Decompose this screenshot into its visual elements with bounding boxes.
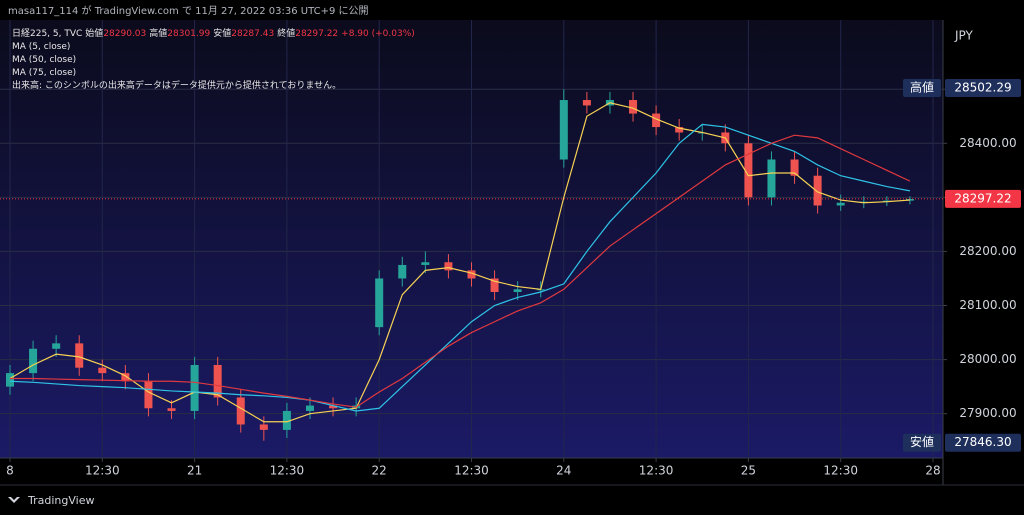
ma-line	[9, 123, 911, 412]
x-tick-label: 24	[556, 464, 571, 478]
price-tag	[945, 433, 1021, 452]
candle-body	[398, 264, 407, 279]
symbol-title: 日経225, 5, TVC	[12, 29, 83, 39]
candle-body	[767, 159, 776, 198]
legend: 日経225, 5, TVC 始値28290.03 高値28301.99 安値28287…	[12, 28, 418, 93]
x-tick-label: 22	[372, 464, 387, 478]
candle-body	[790, 159, 799, 176]
price-tag-label: 28297.22	[954, 191, 1011, 205]
legend-row: 出来高: このシンボルの出来高データはデータ提供元から提供されておりません。	[12, 80, 418, 93]
ohlc-value: 28290.03	[103, 29, 147, 39]
y-tick-label: 28400.00	[959, 136, 1016, 150]
x-tick-label: 8	[6, 464, 14, 478]
price-tag-label: 28502.29	[954, 80, 1011, 94]
y-tick-label: 28100.00	[959, 298, 1016, 312]
candle-body	[144, 381, 153, 409]
ohlc-value: 28297.22	[295, 29, 339, 39]
candle-body	[52, 343, 61, 349]
brand: TradingView	[27, 494, 94, 507]
candle-body	[421, 262, 430, 265]
candle-body	[236, 397, 245, 425]
volume-note: 出来高: このシンボルの出来高データはデータ提供元から提供されておりません。	[12, 81, 342, 91]
currency-label: JPY	[954, 29, 974, 43]
price-tag-name: 高値	[910, 79, 934, 94]
y-tick-label: 28200.00	[959, 244, 1016, 258]
candle-body	[629, 100, 638, 114]
legend-row: MA (5, close)	[12, 41, 418, 54]
candle-body	[305, 405, 314, 411]
candle-body	[75, 343, 84, 368]
ohlc-name: 終値	[277, 29, 296, 39]
legend-row: MA (75, close)	[12, 67, 418, 80]
price-tag	[945, 189, 1021, 208]
x-tick-label: 12:30	[639, 464, 674, 478]
x-tick-label: 12:30	[85, 464, 120, 478]
candle-body	[582, 100, 591, 106]
candle-body	[121, 373, 130, 382]
x-tick-label: 12:30	[270, 464, 305, 478]
x-tick-label: 12:30	[454, 464, 489, 478]
candle-body	[836, 202, 845, 206]
price-tag	[945, 78, 1021, 97]
candle-body	[29, 348, 38, 374]
candle-body	[559, 100, 568, 160]
candle-body	[190, 364, 199, 411]
x-tick-label: 21	[187, 464, 202, 478]
ohlc-name: 始値	[85, 29, 104, 39]
candle-body	[167, 408, 176, 411]
indicator-name: MA (75, close)	[12, 68, 77, 78]
legend-row: 日経225, 5, TVC 始値28290.03 高値28301.99 安値28287…	[12, 28, 418, 41]
candle-body	[329, 405, 338, 409]
price-tag-name-box	[903, 433, 941, 452]
indicator-name: MA (5, close)	[12, 42, 71, 52]
candle-body	[513, 289, 522, 292]
candle-body	[652, 113, 661, 128]
chart-layer: 27900.0028000.0028100.0028200.0028300.00…	[0, 20, 1021, 478]
candle-body	[905, 198, 914, 201]
change: +8.90 (+0.03%)	[341, 29, 415, 39]
candle-body	[282, 410, 291, 430]
candle-body	[813, 175, 822, 206]
price-tag-name-box	[903, 78, 941, 97]
candle-body	[467, 270, 476, 279]
candle-body	[213, 364, 222, 398]
ohlc-name: 安値	[213, 29, 232, 39]
price-tag-label: 27846.30	[954, 435, 1011, 449]
x-tick-label: 12:30	[823, 464, 858, 478]
brand-logo	[8, 497, 20, 503]
ohlc-value: 28301.99	[167, 29, 211, 39]
ma-line	[9, 102, 910, 423]
y-tick-label: 27900.00	[959, 406, 1016, 420]
x-tick-label: 28	[925, 464, 940, 478]
candle-body	[6, 373, 14, 387]
candle-body	[259, 424, 268, 430]
published-by: masa117_114 が TradingView.com で 11月 27, …	[8, 4, 369, 17]
candle-body	[744, 143, 753, 198]
price-tag-name: 安値	[910, 434, 934, 449]
ohlc-value: 28287.43	[231, 29, 275, 39]
indicator-name: MA (50, close)	[12, 55, 77, 65]
candle-body	[444, 262, 453, 271]
y-tick-label: 28000.00	[959, 352, 1016, 366]
ohlc-name: 高値	[149, 29, 168, 39]
candle-body	[375, 278, 384, 328]
ma-line	[10, 134, 911, 408]
x-tick-label: 25	[741, 464, 756, 478]
candle-body	[98, 367, 107, 374]
candle-body	[490, 278, 499, 292]
legend-row: MA (50, close)	[12, 54, 418, 67]
candle-body	[675, 127, 684, 133]
